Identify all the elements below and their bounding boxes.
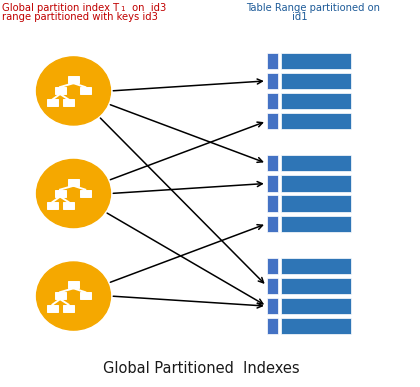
FancyBboxPatch shape bbox=[68, 179, 79, 186]
FancyBboxPatch shape bbox=[63, 99, 74, 106]
FancyBboxPatch shape bbox=[281, 216, 351, 232]
FancyBboxPatch shape bbox=[281, 258, 351, 274]
Text: on  id3: on id3 bbox=[129, 3, 167, 13]
FancyBboxPatch shape bbox=[267, 175, 278, 192]
FancyBboxPatch shape bbox=[55, 190, 66, 197]
FancyBboxPatch shape bbox=[267, 113, 278, 129]
FancyBboxPatch shape bbox=[281, 175, 351, 192]
Text: Global Partitioned  Indexes: Global Partitioned Indexes bbox=[103, 361, 300, 376]
FancyBboxPatch shape bbox=[47, 202, 58, 209]
FancyBboxPatch shape bbox=[267, 298, 278, 314]
FancyBboxPatch shape bbox=[267, 278, 278, 294]
FancyBboxPatch shape bbox=[281, 53, 351, 69]
FancyBboxPatch shape bbox=[267, 93, 278, 109]
FancyBboxPatch shape bbox=[281, 195, 351, 212]
FancyBboxPatch shape bbox=[80, 292, 91, 299]
FancyBboxPatch shape bbox=[267, 216, 278, 232]
FancyBboxPatch shape bbox=[68, 76, 79, 83]
FancyBboxPatch shape bbox=[267, 53, 278, 69]
FancyBboxPatch shape bbox=[281, 73, 351, 89]
FancyBboxPatch shape bbox=[281, 278, 351, 294]
Text: range partitioned with keys id3: range partitioned with keys id3 bbox=[2, 12, 158, 22]
Text: Table Range partitioned on: Table Range partitioned on bbox=[246, 3, 380, 13]
Circle shape bbox=[37, 57, 110, 125]
FancyBboxPatch shape bbox=[55, 292, 66, 299]
FancyBboxPatch shape bbox=[281, 113, 351, 129]
FancyBboxPatch shape bbox=[80, 87, 91, 94]
FancyBboxPatch shape bbox=[281, 318, 351, 334]
Text: id1: id1 bbox=[292, 12, 307, 22]
Text: Global partition index T: Global partition index T bbox=[2, 3, 119, 13]
FancyBboxPatch shape bbox=[68, 281, 79, 288]
Circle shape bbox=[37, 262, 110, 330]
FancyBboxPatch shape bbox=[63, 202, 74, 209]
FancyBboxPatch shape bbox=[47, 99, 58, 106]
FancyBboxPatch shape bbox=[281, 298, 351, 314]
FancyBboxPatch shape bbox=[281, 93, 351, 109]
FancyBboxPatch shape bbox=[267, 195, 278, 212]
FancyBboxPatch shape bbox=[63, 305, 74, 312]
FancyBboxPatch shape bbox=[80, 190, 91, 197]
FancyBboxPatch shape bbox=[47, 305, 58, 312]
FancyBboxPatch shape bbox=[267, 318, 278, 334]
FancyBboxPatch shape bbox=[281, 155, 351, 171]
Circle shape bbox=[37, 159, 110, 228]
FancyBboxPatch shape bbox=[267, 73, 278, 89]
FancyBboxPatch shape bbox=[55, 87, 66, 94]
FancyBboxPatch shape bbox=[267, 258, 278, 274]
Text: 1: 1 bbox=[120, 6, 124, 12]
FancyBboxPatch shape bbox=[267, 155, 278, 171]
